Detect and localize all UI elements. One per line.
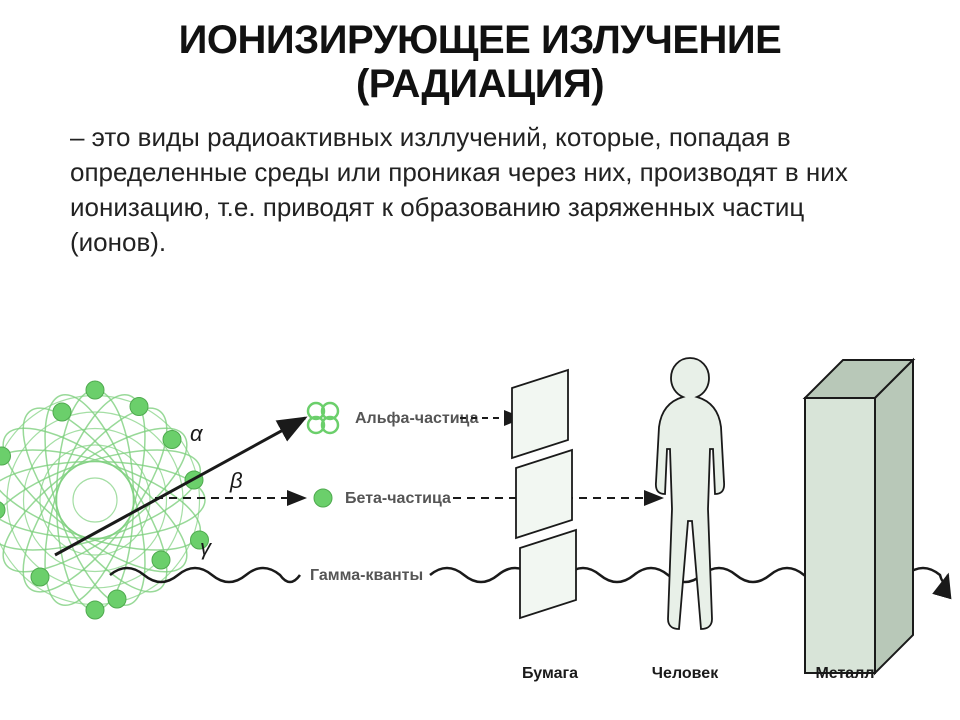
metal-label: Металл (800, 665, 890, 683)
gamma-symbol: γ (200, 535, 213, 560)
title-line1: ИОНИЗИРУЮЩЕЕ ИЗЛУЧЕНИЕ (179, 18, 782, 62)
beta-symbol: β (229, 468, 243, 493)
paper-barrier (512, 370, 576, 618)
human-barrier (656, 358, 724, 629)
title-line2: (РАДИАЦИЯ) (356, 62, 604, 106)
description-text: – это виды радиоактивных изллучений, кот… (0, 106, 960, 260)
paper-label: Бумага (505, 665, 595, 683)
human-label: Человек (640, 665, 730, 683)
atom-source (0, 381, 212, 619)
beta-label: Бета-частица (345, 490, 451, 507)
alpha-particle-icon (308, 403, 338, 433)
beta-particle-icon (314, 489, 332, 507)
gamma-label: Гамма-кванты (310, 567, 423, 584)
page-title: ИОНИЗИРУЮЩЕЕ ИЗЛУЧЕНИЕ (РАДИАЦИЯ) (0, 0, 960, 106)
alpha-symbol: α (190, 421, 204, 446)
metal-barrier (805, 360, 913, 673)
gamma-ray (110, 568, 300, 582)
radiation-diagram: α Альфа-частица β Бета-частица γ Гамма-к… (0, 330, 960, 700)
